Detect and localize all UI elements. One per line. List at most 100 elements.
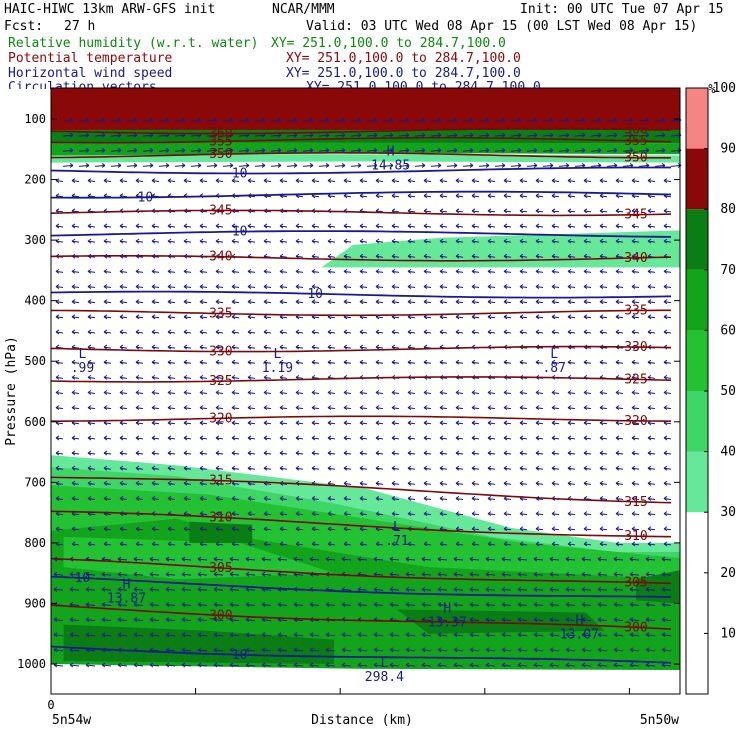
vector-head xyxy=(565,632,570,638)
vector-arrow xyxy=(71,543,80,546)
vector-arrow xyxy=(215,180,224,183)
vector-arrow xyxy=(581,619,592,622)
vector-head xyxy=(309,556,314,562)
vector-arrow xyxy=(597,573,608,576)
vector-arrow xyxy=(350,149,362,152)
vector-head xyxy=(261,117,266,123)
vector-head xyxy=(551,420,556,426)
vector-arrow xyxy=(53,649,64,652)
vector-arrow xyxy=(199,407,208,410)
vector-arrow xyxy=(213,588,224,591)
vector-head xyxy=(423,480,428,486)
vector-arrow xyxy=(485,664,496,667)
vector-arrow xyxy=(615,437,624,440)
vector-arrow xyxy=(661,573,672,576)
vector-head xyxy=(615,329,620,335)
vector-arrow xyxy=(549,619,560,622)
vector-arrow xyxy=(414,164,426,167)
vector-head xyxy=(471,405,476,411)
colorbar-tick-label: 50 xyxy=(720,384,736,399)
vector-head xyxy=(231,496,236,501)
vector-head xyxy=(405,662,410,668)
vector-arrow xyxy=(437,649,448,652)
vector-head xyxy=(647,511,652,517)
vector-head xyxy=(183,344,188,350)
vector-head xyxy=(517,571,522,577)
vector-head xyxy=(437,132,442,138)
vector-head xyxy=(359,238,364,244)
vector-arrow xyxy=(327,392,336,394)
vector-head xyxy=(357,602,362,607)
vector-head xyxy=(647,314,652,320)
vector-arrow xyxy=(151,346,160,349)
vector-arrow xyxy=(574,119,586,122)
vector-head xyxy=(165,617,170,622)
vector-head xyxy=(309,163,314,168)
vector-head xyxy=(535,359,540,365)
vector-head xyxy=(119,284,124,289)
vector-arrow xyxy=(327,467,336,470)
vector-head xyxy=(325,163,330,168)
vector-head xyxy=(565,617,570,622)
vector-head xyxy=(343,359,348,365)
y-tick-label: 300 xyxy=(24,233,46,247)
vector-arrow xyxy=(343,528,352,531)
vector-head xyxy=(487,526,492,532)
vector-head xyxy=(295,496,300,501)
vector-head xyxy=(551,480,556,486)
vector-arrow xyxy=(375,467,384,470)
vector-head xyxy=(165,556,170,562)
vector-head xyxy=(405,117,410,123)
vector-arrow xyxy=(183,180,192,183)
theta-contour xyxy=(50,209,672,217)
vector-arrow xyxy=(423,361,432,364)
vector-head xyxy=(503,511,508,517)
vector-head xyxy=(151,450,156,456)
vector-arrow xyxy=(135,422,144,425)
vector-head xyxy=(279,344,284,350)
vector-head xyxy=(375,299,380,305)
vector-arrow xyxy=(119,240,128,243)
vector-head xyxy=(615,284,620,289)
vector-arrow xyxy=(197,558,208,561)
vector-head xyxy=(663,178,668,183)
vector-arrow xyxy=(231,376,240,379)
vector-arrow xyxy=(279,467,288,470)
vector-head xyxy=(375,329,380,335)
vector-head xyxy=(279,511,284,517)
vector-arrow xyxy=(487,543,496,546)
vector-arrow xyxy=(542,119,554,122)
vector-head xyxy=(103,465,108,471)
vector-head xyxy=(503,390,508,395)
vector-arrow xyxy=(375,452,384,455)
vector-arrow xyxy=(551,225,560,228)
vector-arrow xyxy=(567,513,576,516)
vector-head xyxy=(135,299,140,305)
vector-arrow xyxy=(503,195,512,198)
vector-arrow xyxy=(606,119,618,122)
vector-arrow xyxy=(469,634,480,637)
vector-head xyxy=(519,359,524,365)
vector-arrow xyxy=(629,619,640,622)
vector-arrow xyxy=(503,422,512,425)
vector-head xyxy=(631,465,636,471)
vector-head xyxy=(229,117,234,123)
vector-head xyxy=(197,556,202,562)
vector-head xyxy=(389,586,394,592)
vector-arrow xyxy=(87,361,96,364)
vector-arrow xyxy=(231,482,240,485)
vector-arrow xyxy=(295,452,304,455)
vector-head xyxy=(151,284,156,289)
vector-arrow xyxy=(119,437,128,440)
vector-head xyxy=(325,117,330,123)
vector-arrow xyxy=(245,573,256,576)
vector-arrow xyxy=(423,437,432,440)
vector-head xyxy=(501,662,506,668)
vector-arrow xyxy=(215,225,224,228)
vector-arrow xyxy=(247,543,256,546)
vector-arrow xyxy=(231,301,240,304)
vector-arrow xyxy=(135,331,144,334)
vector-head xyxy=(117,571,122,577)
extremum-symbol: L xyxy=(274,347,282,362)
vector-head xyxy=(519,223,524,229)
